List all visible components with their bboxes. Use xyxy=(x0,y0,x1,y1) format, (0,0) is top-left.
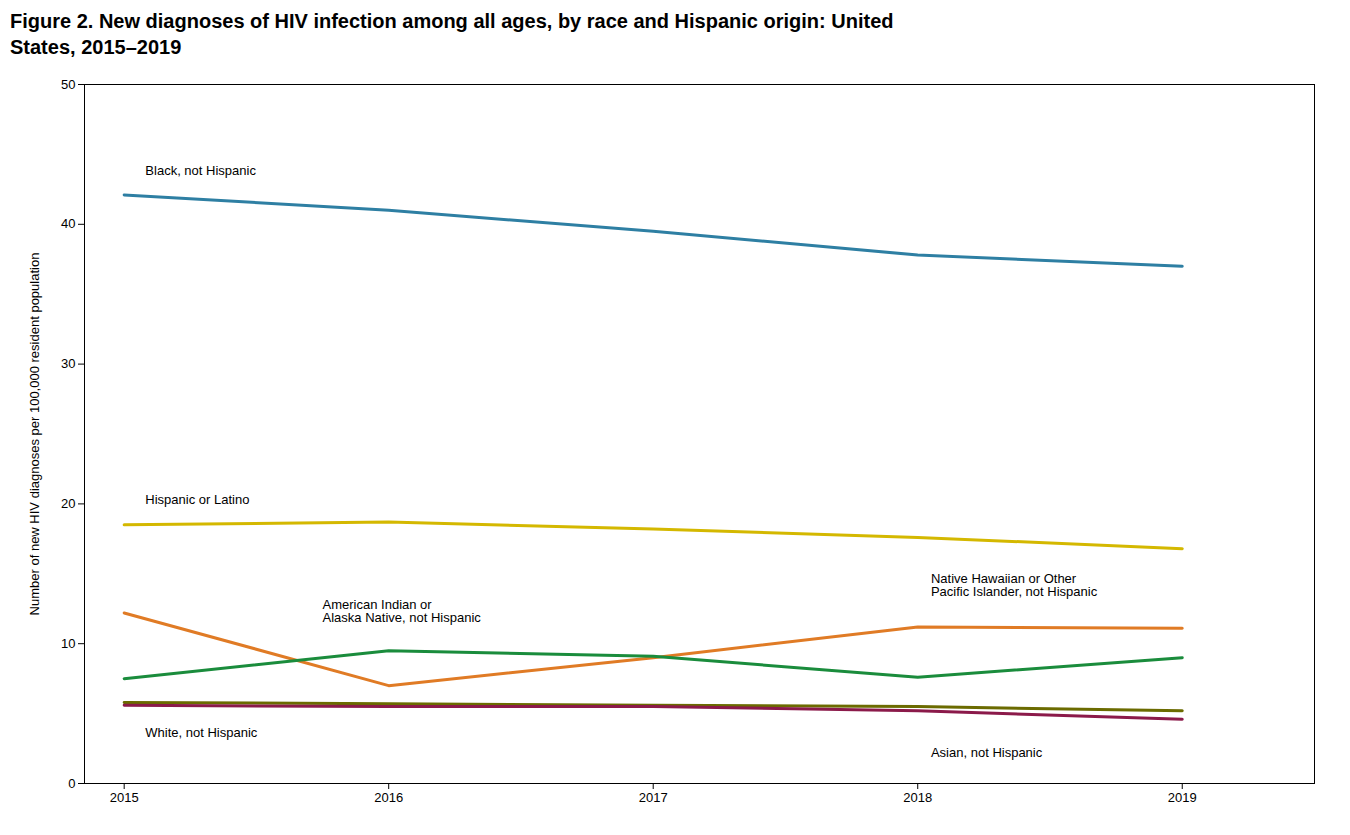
svg-text:0: 0 xyxy=(68,776,75,791)
svg-text:20: 20 xyxy=(61,496,75,511)
svg-text:10: 10 xyxy=(61,636,75,651)
svg-text:American Indian orAlaska Nativ: American Indian orAlaska Native, not His… xyxy=(323,597,482,625)
svg-text:Hispanic or Latino: Hispanic or Latino xyxy=(145,492,249,507)
svg-text:2018: 2018 xyxy=(903,790,932,805)
svg-text:2015: 2015 xyxy=(110,790,139,805)
svg-text:Black, not Hispanic: Black, not Hispanic xyxy=(145,163,256,178)
svg-text:2016: 2016 xyxy=(374,790,403,805)
svg-text:2017: 2017 xyxy=(639,790,668,805)
svg-text:Number of new HIV diagnoses pe: Number of new HIV diagnoses per 100,000 … xyxy=(27,253,42,616)
svg-text:40: 40 xyxy=(61,216,75,231)
svg-text:2019: 2019 xyxy=(1168,790,1197,805)
html-text:Figure 2. New diagnoses of HIV: Figure 2. New diagnoses of HIV infection… xyxy=(10,10,894,58)
svg-text:Asian, not Hispanic: Asian, not Hispanic xyxy=(931,745,1043,760)
svg-text:Native Hawaiian or OtherPacifi: Native Hawaiian or OtherPacific Islander… xyxy=(931,571,1098,599)
svg-text:White, not Hispanic: White, not Hispanic xyxy=(145,725,257,740)
svg-text:50: 50 xyxy=(61,77,75,92)
svg-text:30: 30 xyxy=(61,356,75,371)
